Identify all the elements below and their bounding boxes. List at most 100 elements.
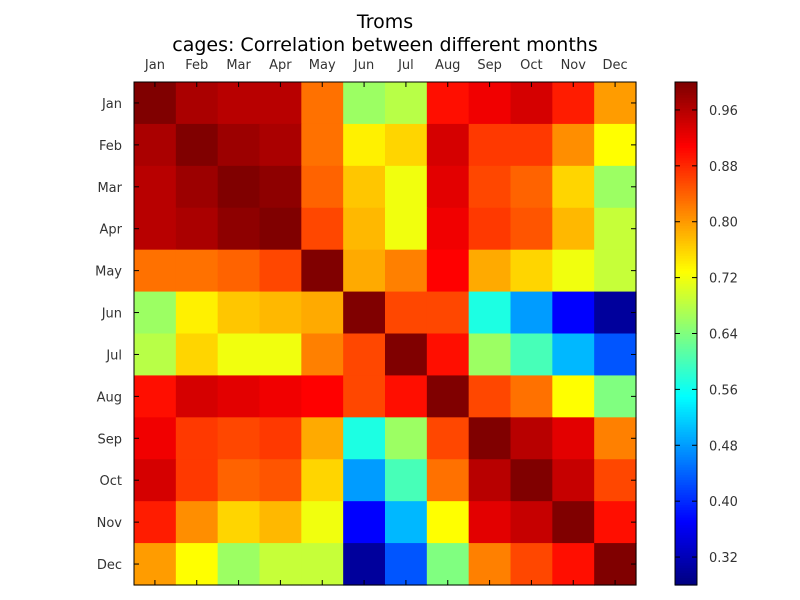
colorbar-segment	[675, 97, 697, 101]
y-tick-label: Aug	[97, 390, 122, 405]
heatmap-cell-dec-aug	[426, 543, 470, 586]
colorbar-segment	[675, 215, 697, 219]
colorbar-segment	[675, 172, 697, 176]
heatmap-cell-oct-oct	[510, 459, 553, 502]
heatmap-cell-apr-may	[301, 207, 344, 251]
colorbar-segment	[675, 527, 697, 531]
colorbar-segment	[675, 491, 697, 496]
heatmap-cell-sep-jul	[385, 417, 428, 460]
colorbar-segment	[675, 112, 697, 116]
heatmap-cell-nov-may	[301, 501, 344, 544]
colorbar-segment	[675, 341, 697, 345]
heatmap-cell-nov-mar	[217, 501, 261, 544]
heatmap-cell-dec-jul	[385, 543, 428, 586]
heatmap-cell-sep-apr	[259, 417, 302, 460]
colorbar-segment	[675, 353, 697, 357]
colorbar-segment	[675, 124, 697, 128]
heatmap-cell-dec-jan	[134, 543, 177, 586]
colorbar-segment	[675, 87, 697, 91]
heatmap-cell-oct-nov	[552, 459, 595, 502]
heatmap-cell-apr-feb	[175, 207, 219, 251]
colorbar-segment	[675, 507, 697, 511]
colorbar-segment	[675, 446, 697, 450]
heatmap-cell-jun-nov	[552, 291, 595, 335]
colorbar-segment	[675, 142, 697, 146]
colorbar-segment	[675, 542, 697, 546]
heatmap-cell-mar-apr	[259, 165, 302, 209]
heatmap-cell-nov-jun	[343, 501, 386, 544]
colorbar-segment	[675, 165, 697, 169]
colorbar-segment	[675, 373, 697, 377]
colorbar-segment	[675, 502, 697, 506]
heatmap-cell-feb-sep	[468, 123, 512, 167]
colorbar-segment	[675, 333, 697, 337]
colorbar-segment	[675, 182, 697, 186]
heatmap-cell-dec-mar	[217, 543, 261, 586]
colorbar-segment	[675, 320, 697, 325]
heatmap-cell-feb-jan	[134, 123, 177, 167]
heatmap-cell-dec-apr	[259, 543, 302, 586]
heatmap-cell-sep-mar	[217, 417, 261, 460]
colorbar-segment	[675, 519, 697, 523]
colorbar-segment	[675, 539, 697, 543]
colorbar-segment	[675, 295, 697, 299]
colorbar-segment	[675, 522, 697, 526]
colorbar-segment	[675, 167, 697, 171]
heatmap-cell-jan-jun	[343, 82, 386, 125]
colorbar-tick-label: 0.56	[709, 383, 738, 398]
colorbar-segment	[675, 569, 697, 574]
heatmap-cell-may-nov	[552, 249, 595, 293]
colorbar-segment	[675, 242, 697, 247]
heatmap-cell-apr-oct	[510, 207, 553, 251]
colorbar-segment	[675, 356, 697, 360]
heatmap-cell-nov-jul	[385, 501, 428, 544]
colorbar-segment	[675, 444, 697, 448]
heatmap-cell-jun-sep	[468, 291, 512, 335]
colorbar-segment	[675, 574, 697, 579]
colorbar-segment	[675, 328, 697, 332]
heatmap-cell-may-oct	[510, 249, 553, 293]
heatmap-cell-feb-may	[301, 123, 344, 167]
colorbar-segment	[675, 255, 697, 259]
colorbar-segment	[675, 572, 697, 576]
heatmap-cell-jul-jul	[385, 333, 428, 377]
colorbar-segment	[675, 459, 697, 463]
colorbar-segment	[675, 398, 697, 403]
heatmap-cell-jun-jul	[385, 291, 428, 335]
heatmap-cell-sep-may	[301, 417, 344, 460]
colorbar-segment	[675, 529, 697, 533]
colorbar-segment	[675, 285, 697, 289]
colorbar-segment	[675, 180, 697, 184]
heatmap-cell-oct-may	[301, 459, 344, 502]
colorbar-segment	[675, 494, 697, 498]
heatmap-cell-mar-may	[301, 165, 344, 209]
colorbar-segment	[675, 386, 697, 390]
heatmap-cell-jan-jan	[134, 82, 177, 125]
heatmap-cell-oct-dec	[594, 459, 637, 502]
heatmap-cell-jul-jan	[134, 333, 177, 377]
colorbar-segment	[675, 237, 697, 242]
heatmap-cell-aug-jul	[385, 375, 428, 418]
heatmap-cell-jan-mar	[217, 82, 261, 125]
heatmap-cell-mar-jun	[343, 165, 386, 209]
heatmap-cell-dec-nov	[552, 543, 595, 586]
colorbar-segment	[675, 552, 697, 556]
colorbar-segment	[675, 89, 697, 93]
colorbar-segment	[675, 117, 697, 121]
heatmap-cell-dec-jun	[343, 543, 386, 586]
colorbar-segment	[675, 313, 697, 317]
colorbar-segment	[675, 260, 697, 264]
colorbar-segment	[675, 330, 697, 335]
heatmap-cell-dec-sep	[468, 543, 512, 586]
colorbar-segment	[675, 509, 697, 513]
colorbar-segment	[675, 177, 697, 181]
colorbar-segment	[675, 403, 697, 408]
colorbar-segment	[675, 383, 697, 387]
colorbar-segment	[675, 479, 697, 483]
colorbar-segment	[675, 290, 697, 294]
colorbar-segment	[675, 577, 697, 581]
heatmap-cell-aug-may	[301, 375, 344, 418]
colorbar-segment	[675, 514, 697, 518]
colorbar-segment	[675, 451, 697, 455]
